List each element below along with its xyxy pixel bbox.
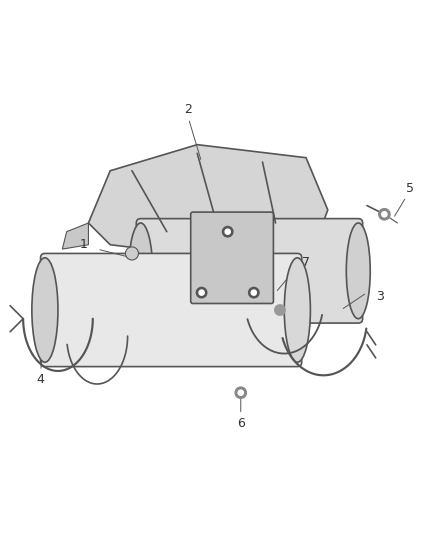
Circle shape bbox=[225, 229, 230, 235]
Circle shape bbox=[379, 208, 390, 220]
Circle shape bbox=[199, 290, 204, 295]
Polygon shape bbox=[62, 223, 88, 249]
Circle shape bbox=[125, 247, 138, 260]
Text: 2: 2 bbox=[184, 103, 192, 116]
Circle shape bbox=[275, 305, 285, 315]
Polygon shape bbox=[297, 236, 323, 254]
Ellipse shape bbox=[129, 223, 152, 319]
Circle shape bbox=[249, 287, 259, 298]
Polygon shape bbox=[88, 144, 328, 258]
Circle shape bbox=[235, 387, 247, 398]
Ellipse shape bbox=[284, 258, 311, 362]
Text: 5: 5 bbox=[406, 182, 414, 195]
FancyBboxPatch shape bbox=[41, 254, 302, 367]
FancyBboxPatch shape bbox=[136, 219, 363, 323]
Text: 7: 7 bbox=[302, 256, 310, 269]
Circle shape bbox=[251, 290, 256, 295]
Circle shape bbox=[382, 212, 387, 217]
Circle shape bbox=[196, 287, 207, 298]
Polygon shape bbox=[315, 219, 341, 236]
Ellipse shape bbox=[32, 258, 58, 362]
FancyBboxPatch shape bbox=[191, 212, 273, 303]
Text: 6: 6 bbox=[237, 417, 245, 430]
Text: 1: 1 bbox=[80, 238, 88, 251]
Text: 3: 3 bbox=[376, 290, 384, 303]
Text: 4: 4 bbox=[37, 373, 45, 386]
Circle shape bbox=[223, 227, 233, 237]
Ellipse shape bbox=[346, 223, 370, 319]
Circle shape bbox=[238, 390, 244, 395]
